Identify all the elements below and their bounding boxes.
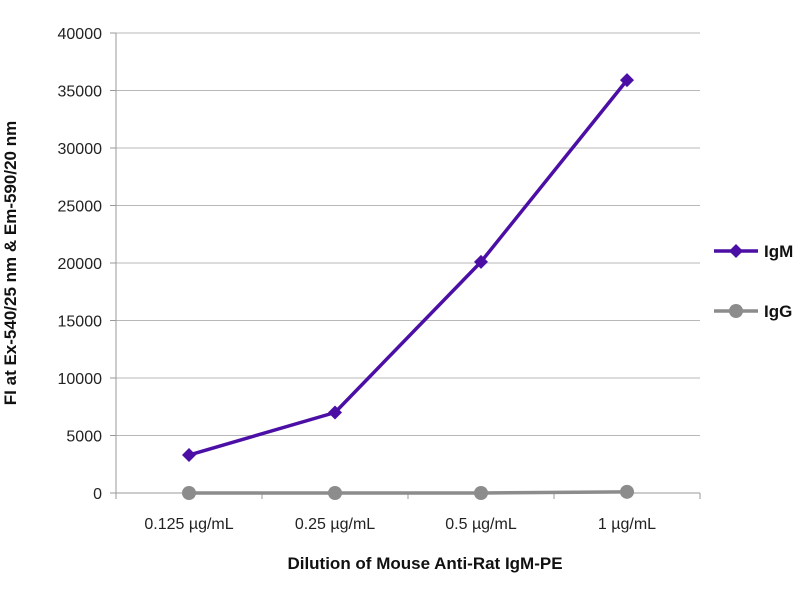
legend-label-igm: IgM [764,242,793,261]
data-point-igm [620,73,634,88]
legend-label-igg: IgG [764,302,792,321]
x-tick-labels: 0.125 µg/mL 0.25 µg/mL 0.5 µg/mL 1 µg/mL [144,516,656,533]
legend-marker-igg [729,304,743,318]
y-tick-label: 5000 [66,429,102,446]
y-tick-label: 15000 [58,314,103,331]
legend-marker-igm [729,244,743,258]
x-tick-label: 0.5 µg/mL [445,516,517,533]
x-axis-title: Dilution of Mouse Anti-Rat IgM-PE [287,554,562,573]
y-tick-label: 30000 [58,141,103,158]
legend-item-igg: IgG [714,302,792,321]
series [182,73,634,500]
series-igm [182,73,634,463]
data-point-igm [474,254,488,269]
series-igg [182,484,634,500]
y-tick-label: 20000 [58,256,103,273]
y-tick-label: 10000 [58,371,103,388]
y-tick-labels: 0 5000 10000 15000 20000 25000 30000 35000 40000 [58,26,103,503]
y-tick-label: 40000 [58,26,103,43]
gridlines [116,32,700,436]
y-axis-title: FI at Ex-540/25 nm & Em-590/20 nm [1,121,20,405]
axes [110,32,701,499]
data-point-igm [328,405,342,420]
legend-item-igm: IgM [714,242,793,261]
data-point-igg [474,486,488,500]
series-line-igm [188,79,629,457]
x-tick-label: 0.25 µg/mL [295,516,375,533]
data-point-igg [182,486,196,500]
data-point-igg [328,486,342,500]
y-tick-label: 0 [93,486,102,503]
data-point-igm [182,448,196,463]
y-tick-label: 35000 [58,84,103,101]
legend: IgM IgG [714,242,793,321]
data-point-igg [620,484,634,499]
y-tick-label: 25000 [58,199,103,216]
x-tick-label: 1 µg/mL [598,516,656,533]
x-tick-label: 0.125 µg/mL [144,516,233,533]
series-line-igg [189,490,628,495]
